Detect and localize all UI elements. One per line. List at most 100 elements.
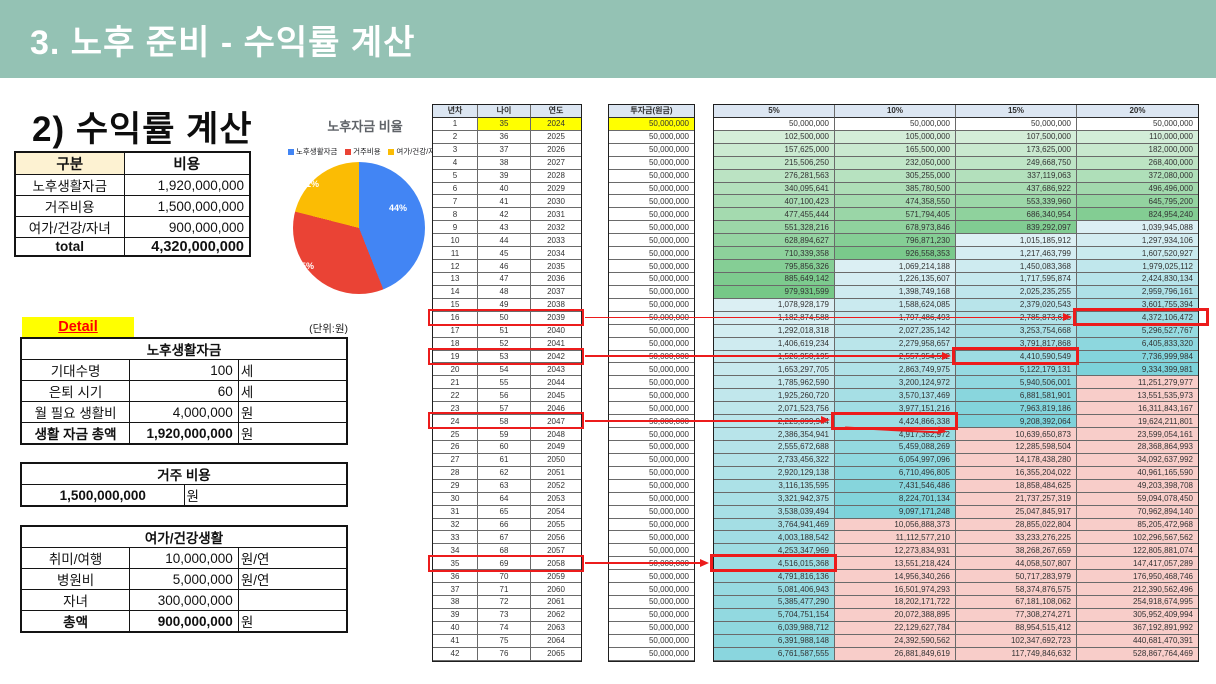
grid-cell-projected-value: 11,112,577,210 xyxy=(835,531,956,545)
grid-cell-yearcount: 32 xyxy=(433,518,478,532)
grid-cell-age: 51 xyxy=(478,324,531,338)
grid-cell-investment: 50,000,000 xyxy=(609,402,694,416)
grid-cell-projected-value: 3,601,755,394 xyxy=(1077,298,1198,312)
grid-cell-year: 2038 xyxy=(531,299,581,312)
grid-cell-investment: 50,000,000 xyxy=(609,531,694,545)
grid-cell-projected-value: 16,355,204,022 xyxy=(956,466,1077,480)
grid-cell-investment: 50,000,000 xyxy=(609,454,694,467)
grid-cell-investment: 50,000,000 xyxy=(609,376,694,390)
grid-cell-year: 2040 xyxy=(531,325,581,338)
grid-cell-yearcount: 42 xyxy=(433,647,478,661)
grid-cell-projected-value: 2,785,873,625 xyxy=(956,311,1077,325)
leisure-row-label: 자녀 xyxy=(20,589,131,611)
grid-cell-projected-value: 979,931,599 xyxy=(714,285,835,299)
grid-cell-projected-value: 1,526,950,195 xyxy=(714,350,835,364)
grid-cell-year: 2055 xyxy=(531,519,581,532)
grid-cell-investment: 50,000,000 xyxy=(609,195,694,209)
grid-cell-investment: 50,000,000 xyxy=(609,325,694,338)
grid-cell-investment: 50,000,000 xyxy=(609,622,694,635)
table-row: 구분 비용 xyxy=(14,151,251,175)
grid-cell-year: 2033 xyxy=(531,234,581,248)
grid-cell-investment: 50,000,000 xyxy=(609,286,694,299)
grid-cell-projected-value: 5,385,477,290 xyxy=(714,596,835,609)
grid-cell-projected-value: 3,253,754,668 xyxy=(956,324,1077,338)
grid-cell-projected-value: 1,588,624,085 xyxy=(835,298,956,312)
grid-cell-projected-value: 28,368,864,993 xyxy=(1077,440,1198,454)
grid-cell-projected-value: 1,217,463,799 xyxy=(956,247,1077,261)
grid-cell-projected-value: 50,717,283,979 xyxy=(956,570,1077,584)
grid-cell-investment: 50,000,000 xyxy=(609,144,694,157)
grid-cell-year: 2050 xyxy=(531,454,581,467)
grid-cell-projected-value: 26,881,849,619 xyxy=(835,647,956,661)
grid-cell-projected-value: 3,321,942,375 xyxy=(714,492,835,506)
grid-cell-projected-value: 6,761,587,555 xyxy=(714,647,835,661)
grid-cell-projected-value: 678,973,846 xyxy=(835,221,956,235)
grid-cell-investment: 50,000,000 xyxy=(609,544,694,558)
grid-cell-projected-value: 12,273,834,931 xyxy=(835,544,956,558)
grid-cell-projected-value: 21,737,257,319 xyxy=(956,492,1077,506)
grid-cell-projected-value: 122,805,881,074 xyxy=(1077,544,1198,558)
grid-cell-age: 41 xyxy=(478,195,531,209)
grid-cell-projected-value: 110,000,000 xyxy=(1077,130,1198,144)
life-row-unit: 세 xyxy=(237,359,348,381)
grid-cell-projected-value: 254,918,674,995 xyxy=(1077,596,1198,609)
grid-cell-age: 75 xyxy=(478,634,531,648)
grid-cell-investment: 50,000,000 xyxy=(609,583,694,597)
grid-cell-age: 49 xyxy=(478,298,531,312)
grid-cell-projected-value: 2,863,749,975 xyxy=(835,363,956,377)
table-row: 취미/여행 10,000,000 원/연 xyxy=(20,547,348,569)
grid-cell-year: 2052 xyxy=(531,480,581,493)
grid-cell-projected-value: 926,558,353 xyxy=(835,247,956,261)
grid-cell-year: 2045 xyxy=(531,389,581,403)
grid-header-rate: 10% xyxy=(835,105,956,118)
grid-cell-yearcount: 25 xyxy=(433,428,478,441)
grid-cell-investment: 50,000,000 xyxy=(609,131,694,144)
grid-cell-investment: 50,000,000 xyxy=(609,351,694,364)
grid-cell-projected-value: 25,047,845,917 xyxy=(956,505,1077,519)
grid-cell-yearcount: 6 xyxy=(433,182,478,196)
grid-cell-projected-value: 18,202,171,722 xyxy=(835,596,956,609)
grid-cell-projected-value: 49,203,398,708 xyxy=(1077,479,1198,493)
life-row-unit: 세 xyxy=(237,380,348,402)
grid-cell-yearcount: 36 xyxy=(433,570,478,584)
grid-cell-year: 2036 xyxy=(531,273,581,286)
grid-cell-age: 39 xyxy=(478,169,531,183)
grid-cell-projected-value: 50,000,000 xyxy=(956,117,1077,131)
leisure-total-label: 총액 xyxy=(20,610,131,633)
grid-header-rate: 20% xyxy=(1077,105,1198,118)
grid-cell-investment: 50,000,000 xyxy=(609,208,694,222)
grid-cell-investment: 50,000,000 xyxy=(609,170,694,183)
grid-cell-projected-value: 105,000,000 xyxy=(835,130,956,144)
grid-cell-investment: 50,000,000 xyxy=(609,635,694,648)
grid-cell-projected-value: 2,557,954,522 xyxy=(835,350,956,364)
grid-cell-projected-value: 1,925,260,720 xyxy=(714,389,835,403)
legend-item: 거주비용 xyxy=(345,146,381,157)
grid-cell-yearcount: 41 xyxy=(433,634,478,648)
grid-cell-projected-value: 1,785,962,590 xyxy=(714,376,835,390)
leisure-row-value: 5,000,000 xyxy=(129,568,239,590)
grid-cell-projected-value: 4,791,816,136 xyxy=(714,570,835,584)
grid-cell-age: 64 xyxy=(478,492,531,506)
table-row: 여가/건강생활 xyxy=(20,525,348,548)
grid-cell-investment: 50,000,000 xyxy=(609,428,694,441)
legend-swatch-icon xyxy=(388,148,395,155)
grid-cell-projected-value: 6,054,997,096 xyxy=(835,453,956,467)
cost-header-category: 구분 xyxy=(14,151,125,175)
grid-cell-projected-value: 2,027,235,142 xyxy=(835,324,956,338)
grid-cell-investment: 50,000,000 xyxy=(609,247,694,261)
grid-cell-projected-value: 4,410,590,549 xyxy=(956,350,1077,364)
grid-cell-age: 45 xyxy=(478,247,531,261)
grid-header-age: 나이 xyxy=(478,105,531,118)
grid-cell-year: 2028 xyxy=(531,170,581,183)
grid-cell-age: 46 xyxy=(478,260,531,273)
grid-cell-projected-value: 2,279,958,657 xyxy=(835,337,956,351)
grid-cell-year: 2048 xyxy=(531,428,581,441)
grid-cell-projected-value: 340,095,641 xyxy=(714,182,835,196)
grid-cell-projected-value: 102,347,692,723 xyxy=(956,634,1077,648)
table-row: 자녀 300,000,000 xyxy=(20,589,348,611)
grid-cell-year: 2031 xyxy=(531,208,581,222)
grid-cell-projected-value: 645,795,200 xyxy=(1077,195,1198,209)
grid-cell-projected-value: 14,178,438,280 xyxy=(956,453,1077,467)
grid-cell-projected-value: 2,379,020,543 xyxy=(956,298,1077,312)
